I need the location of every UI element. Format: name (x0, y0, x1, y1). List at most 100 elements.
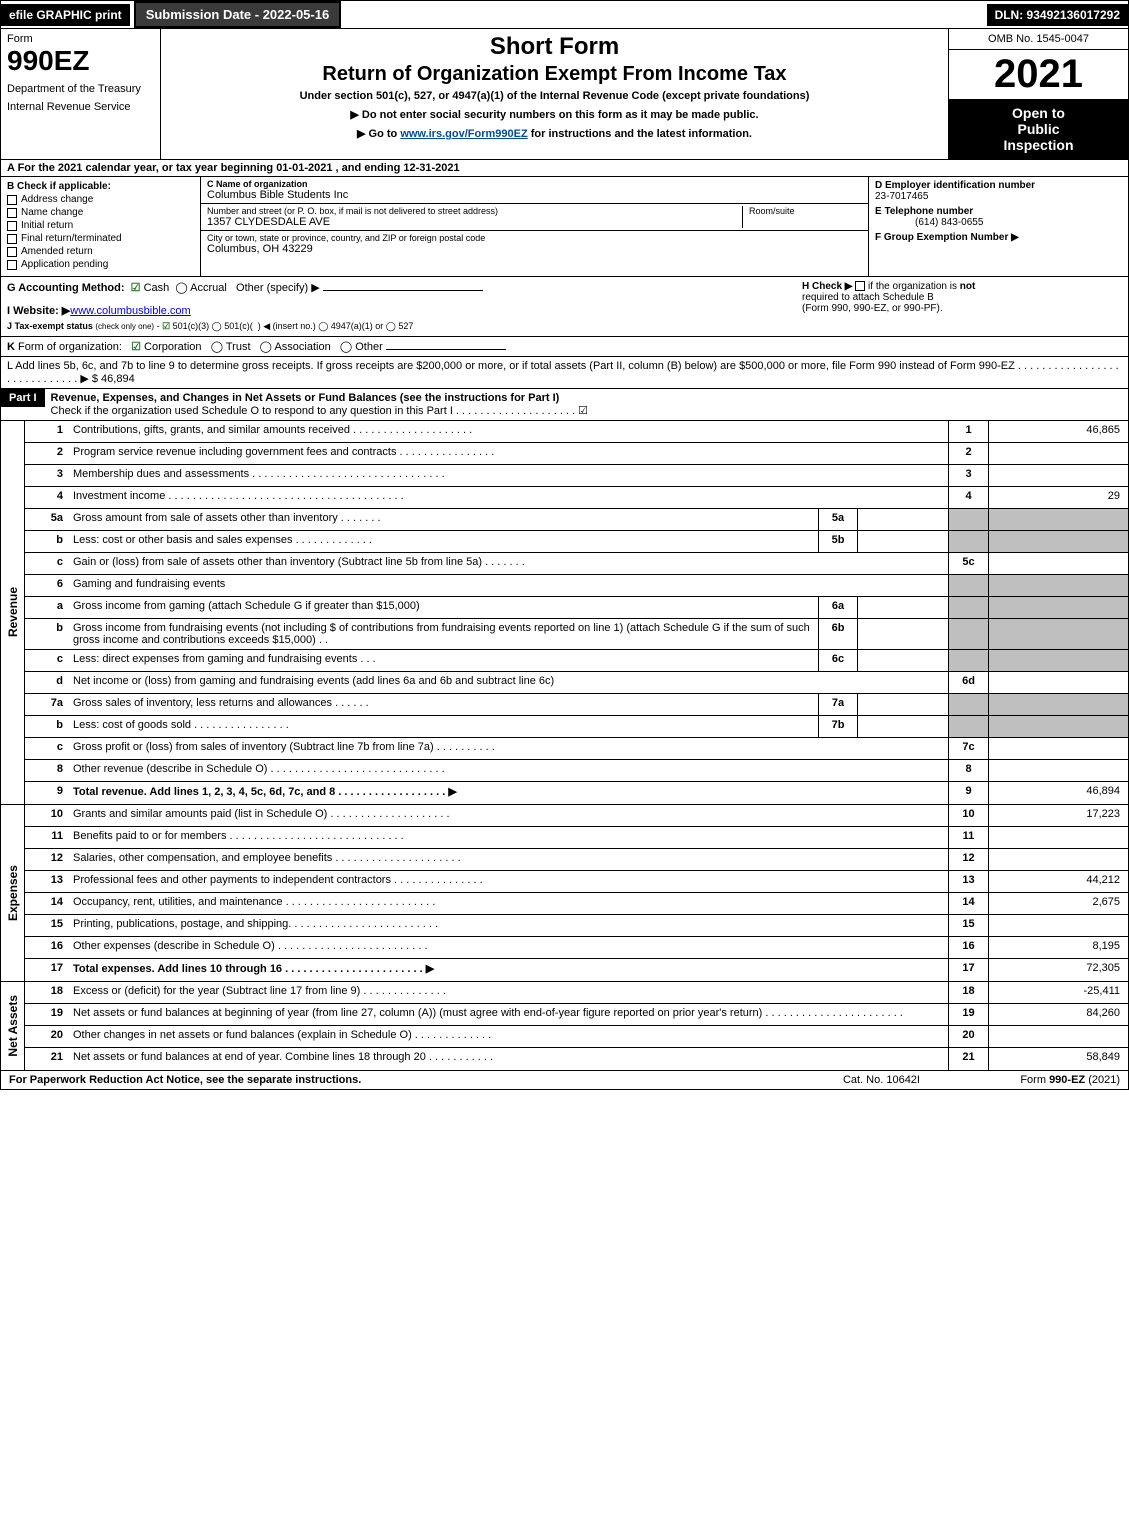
right-line-number: 14 (948, 893, 988, 914)
dept-treasury: Department of the Treasury (7, 83, 154, 95)
h-label: H Check ▶ (802, 281, 852, 292)
right-line-number: 12 (948, 849, 988, 870)
line-desc: Salaries, other compensation, and employ… (69, 849, 948, 870)
form-line: 2Program service revenue including gover… (25, 443, 1128, 465)
line-number: 15 (25, 915, 69, 936)
line-desc: Total expenses. Add lines 10 through 16 … (69, 959, 948, 981)
section-b: B Check if applicable: Address change Na… (1, 177, 201, 276)
line-number: 9 (25, 782, 69, 804)
ein-value: 23-7017465 (875, 191, 928, 202)
line-value (988, 760, 1128, 781)
city-box: City or town, state or province, country… (201, 231, 868, 257)
form-line: 3Membership dues and assessments . . . .… (25, 465, 1128, 487)
line-value: -25,411 (988, 982, 1128, 1003)
line-desc: Program service revenue including govern… (69, 443, 948, 464)
addr-label: Number and street (or P. O. box, if mail… (207, 206, 742, 216)
right-line-number: 18 (948, 982, 988, 1003)
org-name: Columbus Bible Students Inc (207, 189, 862, 201)
revenue-side-label: Revenue (1, 421, 25, 804)
section-b-block: B Check if applicable: Address change Na… (0, 177, 1129, 277)
row-k: K Form of organization: ☑ Corporation ◯ … (0, 337, 1129, 357)
form-line: cGain or (loss) from sale of assets othe… (25, 553, 1128, 575)
right-line-number (948, 716, 988, 737)
opt-initial: Initial return (21, 220, 73, 231)
opt-amended: Amended return (21, 246, 93, 257)
line-desc: Net assets or fund balances at beginning… (69, 1004, 948, 1025)
line-desc: Other expenses (describe in Schedule O) … (69, 937, 948, 958)
addr-value: 1357 CLYDESDALE AVE (207, 216, 742, 228)
line-number: b (25, 531, 69, 552)
right-line-number: 17 (948, 959, 988, 981)
efile-label[interactable]: efile GRAPHIC print (1, 4, 130, 26)
mini-value (858, 650, 948, 671)
inspect-1: Open to (953, 105, 1124, 121)
mini-label: 6c (818, 650, 858, 671)
line-number: 3 (25, 465, 69, 486)
mini-value (858, 619, 948, 649)
form-line: 14Occupancy, rent, utilities, and mainte… (25, 893, 1128, 915)
i-label: I Website: ▶ (7, 305, 70, 317)
line-value (988, 443, 1128, 464)
line-value (988, 672, 1128, 693)
line-desc: Excess or (deficit) for the year (Subtra… (69, 982, 948, 1003)
right-line-number (948, 597, 988, 618)
checkbox-amended[interactable] (7, 247, 17, 257)
line-desc: Other revenue (describe in Schedule O) .… (69, 760, 948, 781)
checkbox-pending[interactable] (7, 260, 17, 270)
header-right: OMB No. 1545-0047 2021 Open to Public In… (948, 29, 1128, 159)
g-label: G Accounting Method: (7, 282, 125, 294)
tax-year: 2021 (949, 50, 1128, 99)
netassets-lines: 18Excess or (deficit) for the year (Subt… (25, 982, 1128, 1070)
line-number: c (25, 650, 69, 671)
website-link[interactable]: www.columbusbible.com (70, 305, 190, 317)
line-value: 46,894 (988, 782, 1128, 804)
line-number: 17 (25, 959, 69, 981)
right-line-number: 11 (948, 827, 988, 848)
revenue-lines: 1Contributions, gifts, grants, and simil… (25, 421, 1128, 804)
right-line-number (948, 694, 988, 715)
line-value: 46,865 (988, 421, 1128, 442)
netassets-section: Net Assets 18Excess or (deficit) for the… (0, 982, 1129, 1071)
line-number: c (25, 553, 69, 574)
line-value: 58,849 (988, 1048, 1128, 1070)
form-line: 1Contributions, gifts, grants, and simil… (25, 421, 1128, 443)
line-number: 14 (25, 893, 69, 914)
form-line: 11Benefits paid to or for members . . . … (25, 827, 1128, 849)
opt-pending: Application pending (21, 259, 108, 270)
expenses-lines: 10Grants and similar amounts paid (list … (25, 805, 1128, 981)
city-value: Columbus, OH 43229 (207, 243, 862, 255)
line-value (988, 915, 1128, 936)
form-line: dNet income or (loss) from gaming and fu… (25, 672, 1128, 694)
row-g-h: G Accounting Method: ☑ Cash ◯ Accrual Ot… (0, 277, 1129, 337)
line-number: 2 (25, 443, 69, 464)
line-value: 44,212 (988, 871, 1128, 892)
submission-date: Submission Date - 2022-05-16 (134, 1, 342, 28)
subtitle-3: ▶ Go to www.irs.gov/Form990EZ for instru… (169, 127, 940, 140)
section-c: C Name of organization Columbus Bible St… (201, 177, 868, 276)
opt-address: Address change (21, 194, 93, 205)
line-number: 6 (25, 575, 69, 596)
right-line-number: 20 (948, 1026, 988, 1047)
line-value (988, 465, 1128, 486)
checkbox-address-change[interactable] (7, 195, 17, 205)
line-value (988, 1026, 1128, 1047)
checkbox-final[interactable] (7, 234, 17, 244)
g-accrual: Accrual (190, 282, 227, 294)
checkbox-name-change[interactable] (7, 208, 17, 218)
part-1-check: Check if the organization used Schedule … (51, 405, 589, 417)
line-desc: Other changes in net assets or fund bala… (69, 1026, 948, 1047)
form-line: 21Net assets or fund balances at end of … (25, 1048, 1128, 1070)
h-text1: if the organization is (868, 281, 960, 292)
dept-irs: Internal Revenue Service (7, 101, 154, 113)
line-number: 12 (25, 849, 69, 870)
checkbox-initial[interactable] (7, 221, 17, 231)
line-number: 10 (25, 805, 69, 826)
irs-link[interactable]: www.irs.gov/Form990EZ (400, 128, 527, 140)
form-line: 6Gaming and fundraising events (25, 575, 1128, 597)
short-form-title: Short Form (169, 33, 940, 61)
mini-label: 6b (818, 619, 858, 649)
checkbox-h[interactable] (855, 281, 865, 291)
f-label: F Group Exemption Number ▶ (875, 232, 1019, 243)
right-line-number: 1 (948, 421, 988, 442)
line-desc: Professional fees and other payments to … (69, 871, 948, 892)
